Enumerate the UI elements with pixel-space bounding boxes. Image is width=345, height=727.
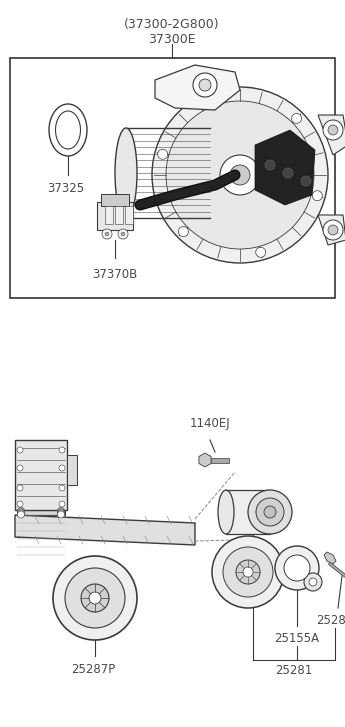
Ellipse shape bbox=[56, 111, 80, 149]
Circle shape bbox=[152, 87, 328, 263]
Ellipse shape bbox=[218, 490, 234, 534]
Circle shape bbox=[328, 225, 338, 235]
Circle shape bbox=[17, 465, 23, 471]
Circle shape bbox=[65, 568, 125, 628]
Bar bbox=[105, 206, 113, 224]
Text: 23129: 23129 bbox=[234, 588, 272, 601]
Circle shape bbox=[118, 229, 128, 239]
Circle shape bbox=[265, 160, 275, 170]
Circle shape bbox=[18, 511, 24, 518]
Circle shape bbox=[53, 556, 137, 640]
Circle shape bbox=[236, 560, 260, 584]
Circle shape bbox=[256, 498, 284, 526]
Bar bbox=[97, 202, 133, 230]
Text: 37370B: 37370B bbox=[92, 268, 138, 281]
Polygon shape bbox=[255, 130, 315, 205]
Bar bbox=[15, 440, 67, 510]
Circle shape bbox=[18, 510, 24, 517]
Text: 25155A: 25155A bbox=[274, 632, 319, 645]
Bar bbox=[226, 490, 270, 534]
Text: 25287P: 25287P bbox=[71, 663, 115, 676]
Circle shape bbox=[304, 573, 322, 591]
Bar bbox=[125, 206, 133, 224]
Circle shape bbox=[59, 465, 65, 471]
Circle shape bbox=[81, 584, 109, 612]
Circle shape bbox=[158, 149, 168, 159]
Circle shape bbox=[212, 536, 284, 608]
Circle shape bbox=[58, 507, 65, 514]
Circle shape bbox=[301, 176, 311, 186]
Circle shape bbox=[199, 79, 211, 91]
Circle shape bbox=[89, 592, 101, 604]
Text: 37325: 37325 bbox=[48, 182, 85, 195]
Circle shape bbox=[18, 507, 24, 514]
Circle shape bbox=[323, 220, 343, 240]
Text: 1140EJ: 1140EJ bbox=[190, 417, 230, 430]
Polygon shape bbox=[199, 453, 211, 467]
Polygon shape bbox=[17, 510, 65, 537]
Bar bbox=[67, 455, 77, 485]
Circle shape bbox=[214, 93, 224, 103]
Circle shape bbox=[121, 232, 125, 236]
Circle shape bbox=[248, 490, 292, 534]
Circle shape bbox=[166, 101, 314, 249]
Text: (37300-2G800): (37300-2G800) bbox=[124, 18, 220, 31]
Bar bbox=[115, 206, 123, 224]
Circle shape bbox=[178, 227, 188, 236]
Circle shape bbox=[59, 485, 65, 491]
Circle shape bbox=[230, 165, 250, 185]
Circle shape bbox=[312, 190, 322, 201]
Circle shape bbox=[59, 501, 65, 507]
Circle shape bbox=[264, 506, 276, 518]
Circle shape bbox=[223, 547, 273, 597]
Bar bbox=[10, 58, 335, 298]
Text: 37300E: 37300E bbox=[148, 33, 196, 46]
Polygon shape bbox=[324, 552, 336, 564]
Circle shape bbox=[17, 447, 23, 453]
Circle shape bbox=[105, 232, 109, 236]
Circle shape bbox=[58, 510, 65, 517]
Polygon shape bbox=[15, 515, 195, 545]
Circle shape bbox=[292, 113, 302, 124]
Ellipse shape bbox=[115, 128, 137, 218]
Circle shape bbox=[58, 511, 65, 518]
Ellipse shape bbox=[49, 104, 87, 156]
Circle shape bbox=[309, 578, 317, 586]
Circle shape bbox=[328, 125, 338, 135]
Circle shape bbox=[58, 508, 65, 515]
Circle shape bbox=[283, 168, 293, 178]
Circle shape bbox=[323, 120, 343, 140]
Circle shape bbox=[59, 447, 65, 453]
Circle shape bbox=[284, 555, 310, 581]
Circle shape bbox=[220, 155, 260, 195]
Circle shape bbox=[18, 509, 24, 516]
Text: 25289: 25289 bbox=[316, 614, 345, 627]
Circle shape bbox=[18, 508, 24, 515]
Circle shape bbox=[193, 73, 217, 97]
Circle shape bbox=[17, 485, 23, 491]
Circle shape bbox=[275, 546, 319, 590]
Circle shape bbox=[243, 567, 253, 577]
Polygon shape bbox=[155, 65, 240, 110]
Polygon shape bbox=[318, 115, 345, 155]
Bar bbox=[211, 458, 229, 463]
Bar bbox=[101, 194, 129, 206]
Circle shape bbox=[17, 501, 23, 507]
Polygon shape bbox=[318, 215, 345, 245]
Circle shape bbox=[58, 509, 65, 516]
Circle shape bbox=[256, 247, 266, 257]
Text: 25281: 25281 bbox=[275, 664, 313, 677]
Circle shape bbox=[102, 229, 112, 239]
